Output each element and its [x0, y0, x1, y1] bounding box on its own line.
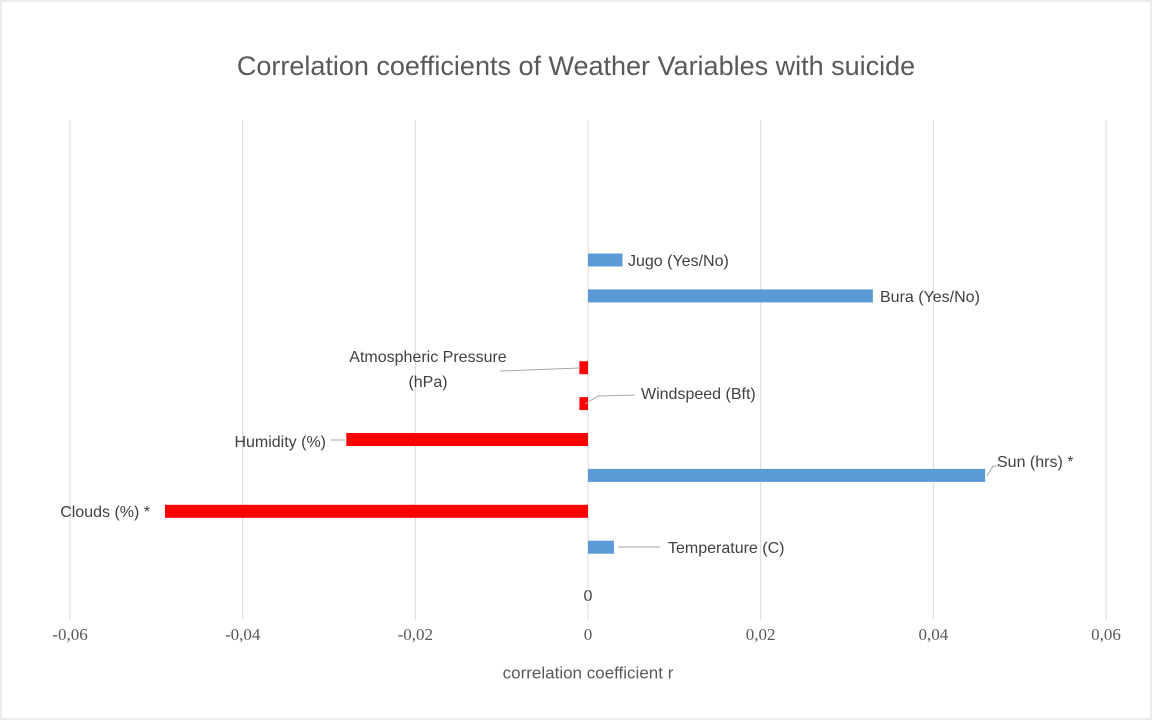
bar [164, 504, 588, 518]
x-tick-label: -0,06 [52, 625, 87, 644]
bar [588, 253, 623, 267]
category-label: Windspeed (Bft) [641, 386, 756, 403]
x-axis-label: correlation coefficient r [503, 663, 674, 682]
leader-line [986, 465, 1000, 477]
category-label: Humidity (%) [234, 434, 326, 451]
category-label: Jugo (Yes/No) [628, 253, 729, 270]
x-tick-label: 0,06 [1091, 625, 1121, 644]
x-tick-label: 0,02 [746, 625, 776, 644]
category-label: Clouds (%) * [60, 504, 150, 521]
chart-title: Correlation coefficients of Weather Vari… [237, 51, 915, 81]
category-label: Bura (Yes/No) [880, 289, 980, 306]
x-tick-label: 0,04 [918, 625, 948, 644]
bar [579, 397, 588, 411]
x-tick-label: -0,04 [225, 625, 261, 644]
category-label: Sun (hrs) * [997, 454, 1073, 471]
leader-line [499, 367, 581, 372]
bar [588, 468, 986, 482]
category-label: Temperature (C) [668, 540, 784, 557]
bar [588, 540, 614, 554]
bar [588, 289, 873, 303]
category-label: Atmospheric Pressure (hPa) [349, 349, 507, 391]
x-tick-label: -0,02 [398, 625, 433, 644]
bar [579, 361, 588, 375]
leader-line [584, 394, 636, 405]
bar [346, 433, 588, 446]
category-label-box: Atmospheric Pressure (hPa) [349, 349, 507, 391]
x-tick-label: 0 [584, 625, 593, 644]
